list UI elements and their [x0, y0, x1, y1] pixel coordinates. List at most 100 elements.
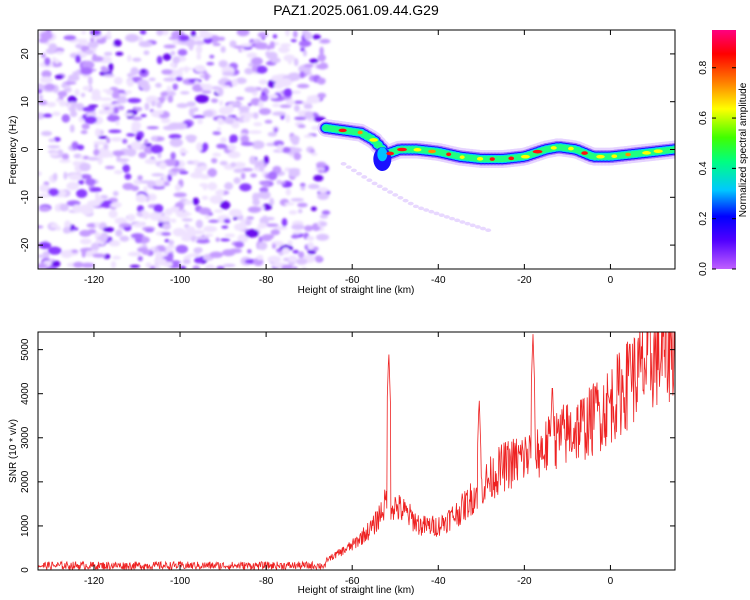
- snr-frame: [37, 331, 676, 571]
- spectrogram-noise-blob: [317, 192, 330, 200]
- spectrogram-noise-blob: [188, 41, 194, 51]
- spectrogram-noise-blob: [81, 30, 87, 35]
- spectrogram-tail-blob: [392, 193, 399, 197]
- spectrogram-ridge-peak: [476, 157, 484, 161]
- spectrogram-noise-blob: [151, 247, 156, 252]
- spectrogram-noise-blob: [175, 244, 189, 254]
- spectrogram-noise-blob: [257, 222, 268, 229]
- spectrogram-tail-blob: [433, 211, 440, 216]
- spectrogram-noise-blob: [268, 94, 279, 99]
- spectrogram-noise-blob: [257, 32, 269, 38]
- spectrogram-noise-blob: [94, 222, 100, 228]
- spectrogram-noise-blob: [240, 141, 254, 147]
- spectrogram-noise-blob: [290, 147, 303, 153]
- spectrogram-noise-blob: [127, 213, 136, 222]
- spectrogram-ridge-peak: [397, 147, 407, 152]
- spectrogram-x-ticks: -120 -100 -80 -60 -40 -20 0: [84, 30, 614, 286]
- spectrogram-noise-blob: [171, 260, 181, 265]
- spectrogram-ridge-peak: [520, 154, 530, 159]
- spectrogram-noise-blob: [290, 234, 300, 239]
- spectrogram-ridge-peak: [625, 152, 632, 157]
- spectrogram-noise-blob: [163, 44, 176, 49]
- spectrogram-noise-blob: [194, 80, 200, 85]
- spectrogram-noise-blob: [237, 234, 249, 243]
- spectrogram-noise-blob: [223, 218, 231, 224]
- spectrogram-noise-blob: [117, 105, 125, 111]
- spectrogram-noise-blob: [230, 162, 237, 167]
- spectrogram-ridge-peak: [642, 151, 652, 155]
- spectrogram-noise-blob: [81, 123, 90, 130]
- spectrogram-noise-blob: [59, 203, 69, 212]
- snr-x-tick-label: -80: [259, 576, 274, 587]
- spectrogram-noise-blob: [273, 127, 279, 133]
- spectrogram-noise-blob: [231, 78, 238, 87]
- spectrogram-noise-blob: [137, 247, 149, 253]
- spectrogram-noise-blob: [295, 258, 308, 265]
- spectrogram-noise-blob: [38, 100, 48, 106]
- spectrogram-noise-blob: [299, 71, 305, 79]
- spectrogram-noise-blob: [192, 115, 206, 119]
- spectrogram-noise-blob: [189, 36, 202, 40]
- spectrogram-ridge-peak: [611, 154, 618, 158]
- spectrogram-noise-blob: [253, 122, 263, 127]
- spectrogram-noise-blob: [38, 94, 44, 100]
- spectrogram-noise-blob: [38, 112, 46, 120]
- spectrogram-x-tick-label: -60: [345, 275, 360, 286]
- spectrogram-tail-blob: [356, 171, 363, 176]
- spectrogram-noise-blob: [182, 231, 196, 237]
- spectrogram-noise-blob: [144, 102, 150, 111]
- spectrogram-noise-blob: [40, 130, 53, 136]
- spectrogram-noise-blob: [208, 219, 220, 223]
- spectrogram-noise-blob: [119, 223, 132, 228]
- spectrogram-noise-blob: [256, 254, 264, 261]
- spectrogram-noise-blob: [80, 207, 93, 215]
- spectrogram-noise-blob: [45, 266, 58, 269]
- spectrogram-noise-blob: [222, 263, 236, 268]
- spectrogram-noise-blob: [131, 116, 143, 121]
- spectrogram-noise-blob: [55, 98, 62, 103]
- spectrogram-noise-blob: [283, 88, 293, 98]
- spectrogram-noise-blob: [90, 242, 100, 251]
- spectrogram-noise-blob: [233, 177, 241, 184]
- spectrogram-noise-blob: [237, 105, 250, 111]
- spectrogram-noise-blob: [212, 131, 222, 136]
- spectrogram-noise-blob: [292, 231, 302, 235]
- spectrogram-noise-blob: [54, 74, 64, 80]
- spectrogram-noise-blob: [298, 251, 305, 259]
- spectrogram-noise-blob: [155, 82, 162, 88]
- spectrogram-noise-blob: [194, 65, 206, 73]
- spectrogram-noise-blob: [224, 182, 234, 190]
- spectrogram-noise-blob: [317, 53, 326, 62]
- spectrogram-noise-blob: [171, 167, 180, 173]
- snr-y-ticks: 0 1000 2000 3000 4000 5000: [20, 338, 675, 573]
- spectrogram-noise-blob: [106, 114, 120, 122]
- spectrogram-noise-blob: [151, 173, 165, 177]
- spectrogram-noise-blob: [246, 52, 258, 59]
- spectrogram-noise-blob: [258, 107, 272, 116]
- spectrogram-noise-blob: [133, 107, 143, 111]
- spectrogram-noise-blob: [271, 243, 276, 249]
- spectrogram-noise-blob: [140, 69, 146, 74]
- spectrogram-noise-blob: [197, 118, 203, 125]
- spectrogram-noise-blob: [178, 67, 193, 71]
- spectrogram-noise-blob: [194, 166, 203, 175]
- spectrogram-noise-blob: [101, 107, 114, 115]
- spectrogram-noise-blob: [312, 34, 321, 40]
- spectrogram-noise-blob: [144, 228, 154, 233]
- spectrogram-noise-blob: [38, 84, 47, 90]
- spectrogram-noise-blob: [177, 34, 190, 42]
- spectrogram-noise-blob: [110, 202, 122, 208]
- snr-y-tick-label: 3000: [20, 426, 31, 449]
- spectrogram-noise-blob: [278, 46, 290, 54]
- spectrogram-noise-blob: [163, 77, 177, 82]
- spectrogram-ridge-peak: [653, 149, 663, 153]
- spectrogram-noise-blob: [170, 62, 177, 68]
- spectrogram-noise-blob: [196, 53, 201, 60]
- spectrogram-noise-blob: [133, 179, 143, 185]
- spectrogram-noise-blob: [38, 171, 42, 177]
- spectrogram-noise-blob: [285, 30, 290, 37]
- spectrogram-noise-blob: [103, 143, 109, 150]
- spectrogram-tail-blob: [443, 215, 450, 219]
- spectrogram-noise-blob: [95, 239, 102, 244]
